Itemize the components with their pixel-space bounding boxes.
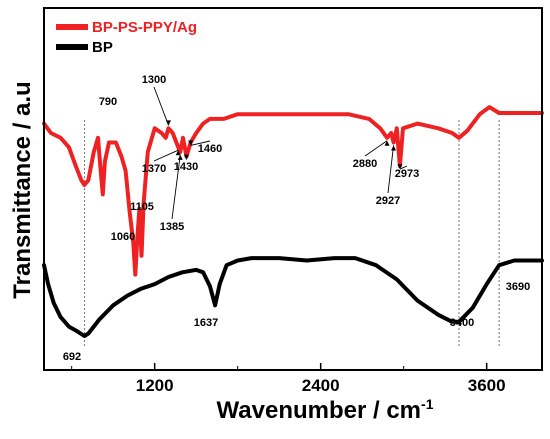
peak-label-1385: 1385: [160, 221, 184, 233]
x-tick-label-3600: 3600: [468, 376, 506, 395]
peak-arrowhead-2880: [384, 140, 390, 146]
peak-label-3400: 3400: [450, 317, 474, 329]
x-axis-label: Wavenumber / cm-1: [217, 396, 434, 424]
peak-arrowhead-1460: [188, 140, 194, 146]
peak-arrowhead-1430: [183, 154, 189, 160]
legend: BP-PS-PPY/Ag BP: [56, 19, 197, 56]
x-axis-label-name: Wavenumber: [217, 397, 367, 424]
peak-label-1430: 1430: [174, 161, 198, 173]
peak-label-1460: 1460: [198, 143, 222, 155]
x-axis-label-exponent: -1: [421, 396, 434, 412]
peak-label-3690: 3690: [506, 281, 530, 293]
y-axis-label: Transmittance / a.u: [9, 81, 36, 298]
peak-label-790: 790: [99, 96, 117, 108]
peak-arrowhead-1385: [177, 154, 183, 160]
guide-lines: [83, 120, 500, 348]
peak-arrow-2927: [387, 145, 395, 194]
peak-arrow-2880: [364, 140, 388, 157]
series-lines: [42, 105, 544, 338]
peak-label-1060: 1060: [111, 231, 135, 243]
peak-label-2880: 2880: [353, 158, 377, 170]
peak-label-1637: 1637: [194, 317, 218, 329]
peak-label-1105: 1105: [130, 201, 154, 213]
x-axis-ticks: 1200 2400 3600: [71, 363, 506, 395]
legend-label-bp: BP: [92, 39, 113, 56]
peak-arrowhead-1300: [166, 120, 171, 126]
series-line-bp-ps-ppy-ag: [42, 105, 544, 277]
x-axis-label-unit: / cm: [373, 397, 421, 424]
plot-frame: [43, 7, 543, 371]
x-tick-label-2400: 2400: [302, 376, 340, 395]
peak-arrow-1300: [153, 86, 169, 126]
peak-arrow-1460: [190, 140, 211, 146]
peak-arrowhead-2973: [397, 164, 403, 170]
series-line-bp: [42, 256, 544, 338]
legend-label-bp-ps-ppy-ag: BP-PS-PPY/Ag: [92, 19, 197, 36]
peak-arrowhead-2927: [391, 145, 397, 151]
peak-arrow-1370: [153, 149, 179, 162]
peak-arrow-2973: [399, 165, 408, 170]
x-tick-label-1200: 1200: [136, 376, 174, 395]
peak-label-1300: 1300: [142, 74, 166, 86]
peak-label-1370: 1370: [142, 163, 166, 175]
peak-arrow-1385: [171, 154, 181, 220]
peak-label-2927: 2927: [376, 195, 400, 207]
peak-label-2973: 2973: [395, 168, 419, 180]
peak-label-692: 692: [63, 351, 81, 363]
peak-arrowhead-1370: [175, 150, 181, 156]
